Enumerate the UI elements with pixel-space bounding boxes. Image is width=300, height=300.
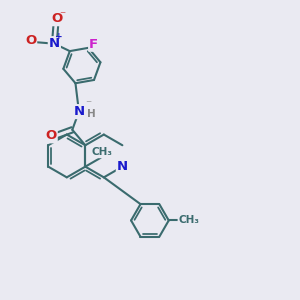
- Text: ⁻: ⁻: [59, 9, 65, 22]
- Text: N: N: [117, 160, 128, 173]
- Text: F: F: [89, 38, 98, 51]
- Text: H: H: [87, 109, 96, 119]
- Text: O: O: [25, 34, 36, 47]
- Text: O: O: [46, 129, 57, 142]
- Text: CH₃: CH₃: [178, 215, 200, 225]
- Text: CH₃: CH₃: [92, 147, 113, 158]
- Text: +: +: [55, 32, 63, 41]
- Text: N: N: [74, 105, 85, 118]
- Text: O: O: [51, 12, 63, 25]
- Text: ⁻: ⁻: [85, 99, 92, 112]
- Text: N: N: [49, 37, 60, 50]
